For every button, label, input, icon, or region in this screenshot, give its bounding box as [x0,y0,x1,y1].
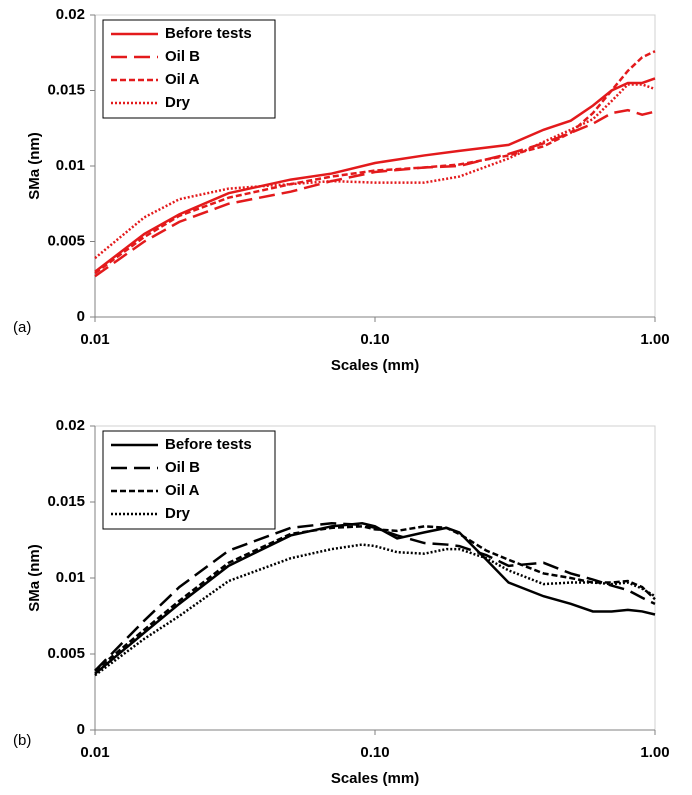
series-line [94,522,656,672]
y-tick-label: 0.005 [47,645,85,662]
legend-label: Before tests [165,25,252,42]
legend-label: Oil A [165,71,200,88]
panel-label: (b) [13,732,31,749]
y-tick-label: 0 [77,308,85,325]
x-tick-label: 1.00 [640,744,669,761]
x-tick-label: 0.10 [360,744,389,761]
series-line [94,83,656,260]
y-tick-label: 0 [77,721,85,738]
series-line [94,525,656,672]
x-tick-label: 0.01 [80,331,109,348]
legend-label: Oil B [165,459,200,476]
panel-label: (a) [13,319,31,336]
legend-label: Oil A [165,482,200,499]
y-tick-label: 0.02 [56,6,85,23]
y-tick-label: 0.015 [47,493,85,510]
series-line [94,108,656,278]
y-tick-label: 0.005 [47,232,85,249]
legend-label: Dry [165,505,191,522]
y-tick-label: 0.015 [47,81,85,98]
y-axis-title: SMa (nm) [26,132,43,200]
y-axis-title: SMa (nm) [26,544,43,612]
x-tick-label: 0.10 [360,331,389,348]
y-tick-label: 0.01 [56,569,85,586]
x-tick-label: 0.01 [80,744,109,761]
y-tick-label: 0.02 [56,417,85,434]
legend-label: Oil B [165,48,200,65]
series-line [94,50,656,275]
legend-label: Dry [165,94,191,111]
legend-box [102,430,276,530]
legend-label: Before tests [165,436,252,453]
x-axis-title: Scales (mm) [331,357,419,374]
x-tick-label: 1.00 [640,331,669,348]
series-line [94,543,656,677]
x-axis-title: Scales (mm) [331,770,419,787]
series-line [94,522,656,675]
legend-box [102,19,276,119]
y-tick-label: 0.01 [56,157,85,174]
series-line [94,77,656,273]
